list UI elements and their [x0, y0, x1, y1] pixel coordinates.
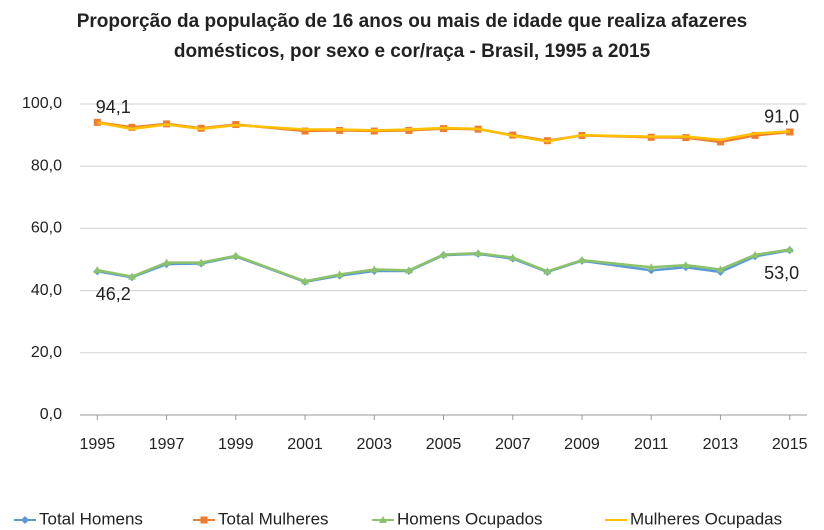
point — [301, 127, 309, 135]
chart-title: Proporção da população de 16 anos ou mai… — [77, 11, 748, 32]
data-label: 94,1 — [96, 97, 131, 117]
point — [439, 250, 448, 258]
legend-marker — [21, 516, 29, 524]
point — [231, 251, 240, 259]
x-tick-label: 2005 — [426, 436, 462, 453]
y-tick-label: 20,0 — [31, 344, 62, 361]
point — [301, 277, 310, 285]
point — [404, 266, 413, 274]
point — [474, 249, 483, 257]
legend-label: Homens Ocupados — [397, 509, 543, 528]
x-tick-label: 2001 — [287, 436, 323, 453]
x-tick-label: 2007 — [495, 436, 531, 453]
data-label: 46,2 — [96, 284, 131, 304]
x-tick-label: 2015 — [772, 436, 808, 453]
point — [751, 250, 760, 258]
data-label: 91,0 — [764, 107, 799, 127]
point — [127, 272, 136, 280]
data-label: 53,0 — [764, 263, 799, 283]
x-tick-label: 1995 — [80, 436, 116, 453]
legend-label: Mulheres Ocupadas — [630, 509, 782, 528]
y-tick-label: 100,0 — [22, 95, 62, 112]
point — [128, 123, 136, 131]
y-tick-label: 40,0 — [31, 282, 62, 299]
x-tick-label: 1999 — [218, 436, 254, 453]
y-tick-label: 0,0 — [40, 406, 62, 423]
series-line — [97, 121, 790, 143]
point — [93, 118, 101, 126]
x-tick-label: 2013 — [703, 436, 739, 453]
point — [716, 138, 724, 146]
point — [197, 258, 206, 266]
y-tick-label: 80,0 — [31, 157, 62, 174]
point — [543, 267, 552, 275]
point — [162, 258, 171, 266]
point — [93, 266, 102, 274]
point — [751, 131, 759, 139]
point — [681, 261, 690, 269]
point — [716, 265, 725, 273]
point — [577, 256, 586, 264]
point — [647, 263, 656, 271]
legend-label: Total Mulheres — [218, 509, 329, 528]
point — [335, 270, 344, 278]
x-tick-label: 2011 — [634, 436, 669, 453]
x-tick-label: 2003 — [356, 436, 392, 453]
x-tick-label: 1997 — [149, 436, 185, 453]
legend-marker — [200, 516, 208, 524]
point — [785, 245, 794, 253]
x-tick-label: 2009 — [564, 436, 600, 453]
legend-marker — [379, 516, 387, 523]
y-tick-label: 60,0 — [31, 220, 62, 237]
point — [508, 253, 517, 261]
point — [370, 265, 379, 273]
chart-title: domésticos, por sexo e cor/raça - Brasil… — [174, 41, 651, 62]
legend-label: Total Homens — [39, 509, 143, 528]
